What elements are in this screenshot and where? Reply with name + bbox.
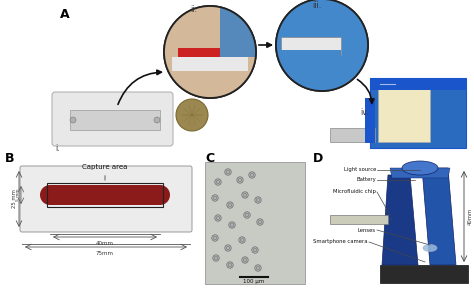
Circle shape xyxy=(228,263,232,267)
Circle shape xyxy=(164,6,256,98)
Circle shape xyxy=(237,177,243,183)
Bar xyxy=(178,48,242,60)
Circle shape xyxy=(256,198,260,202)
Circle shape xyxy=(243,193,247,197)
Bar xyxy=(370,78,466,90)
Text: Light source: Light source xyxy=(344,168,376,173)
Circle shape xyxy=(230,223,234,227)
Circle shape xyxy=(229,222,235,228)
Polygon shape xyxy=(382,175,418,265)
Bar xyxy=(365,98,375,143)
Circle shape xyxy=(276,0,368,91)
Circle shape xyxy=(228,203,232,207)
FancyBboxPatch shape xyxy=(52,92,173,146)
Text: D: D xyxy=(313,152,323,165)
Circle shape xyxy=(154,117,160,123)
Bar xyxy=(330,128,375,142)
Text: Lenses: Lenses xyxy=(358,227,376,232)
Circle shape xyxy=(213,196,217,200)
Bar xyxy=(276,0,368,91)
Circle shape xyxy=(40,185,60,205)
Text: iv.: iv. xyxy=(360,108,368,117)
Circle shape xyxy=(227,262,233,268)
Circle shape xyxy=(150,185,170,205)
Text: Battery: Battery xyxy=(356,177,376,182)
Text: 40mm: 40mm xyxy=(468,208,473,225)
Text: C: C xyxy=(205,152,214,165)
Polygon shape xyxy=(390,168,450,178)
Circle shape xyxy=(245,213,249,217)
Text: 5 mm: 5 mm xyxy=(16,189,20,201)
Circle shape xyxy=(257,219,263,225)
Circle shape xyxy=(226,246,230,250)
Circle shape xyxy=(250,173,254,177)
Circle shape xyxy=(249,172,255,178)
Circle shape xyxy=(227,202,233,208)
Text: 40mm: 40mm xyxy=(96,241,114,246)
Circle shape xyxy=(255,265,261,271)
Bar xyxy=(205,162,305,284)
Text: 100 μm: 100 μm xyxy=(243,279,264,284)
Ellipse shape xyxy=(402,161,438,175)
Circle shape xyxy=(212,195,218,201)
Text: ii.: ii. xyxy=(190,5,197,14)
Bar xyxy=(378,82,430,142)
Circle shape xyxy=(243,258,247,262)
Bar xyxy=(70,110,160,130)
Text: 75mm: 75mm xyxy=(96,251,114,256)
Circle shape xyxy=(70,117,76,123)
Circle shape xyxy=(213,236,217,240)
Circle shape xyxy=(244,212,250,218)
Bar xyxy=(330,215,388,224)
Bar xyxy=(164,6,256,98)
Circle shape xyxy=(255,197,261,203)
Circle shape xyxy=(253,248,257,252)
Bar xyxy=(281,37,341,55)
Text: Microfluidic chip: Microfluidic chip xyxy=(333,190,376,194)
Polygon shape xyxy=(422,168,456,265)
Circle shape xyxy=(226,170,230,174)
Circle shape xyxy=(225,169,231,175)
Circle shape xyxy=(212,235,218,241)
Bar xyxy=(47,183,163,207)
Bar xyxy=(172,57,248,71)
Bar xyxy=(50,185,160,205)
Circle shape xyxy=(256,266,260,270)
FancyBboxPatch shape xyxy=(20,166,192,232)
Circle shape xyxy=(215,215,221,221)
Bar xyxy=(380,265,468,283)
Circle shape xyxy=(225,245,231,251)
Circle shape xyxy=(242,192,248,198)
Circle shape xyxy=(216,180,220,184)
Ellipse shape xyxy=(423,244,437,251)
Text: B: B xyxy=(5,152,15,165)
Circle shape xyxy=(215,179,221,185)
Text: Capture area: Capture area xyxy=(82,164,128,180)
Circle shape xyxy=(213,255,219,261)
Bar xyxy=(281,50,341,62)
Text: Smartphone camera: Smartphone camera xyxy=(313,240,368,244)
Circle shape xyxy=(238,178,242,182)
Text: 25 mm: 25 mm xyxy=(12,190,17,208)
Text: i.: i. xyxy=(55,144,60,153)
Circle shape xyxy=(176,99,208,131)
Circle shape xyxy=(252,247,258,253)
Text: iii.: iii. xyxy=(312,1,321,10)
Polygon shape xyxy=(220,6,256,57)
Circle shape xyxy=(242,257,248,263)
Circle shape xyxy=(240,238,244,242)
Circle shape xyxy=(239,237,245,243)
Circle shape xyxy=(258,220,262,224)
Text: A: A xyxy=(60,8,70,21)
Circle shape xyxy=(214,256,218,260)
Polygon shape xyxy=(370,78,466,148)
Circle shape xyxy=(216,216,220,220)
